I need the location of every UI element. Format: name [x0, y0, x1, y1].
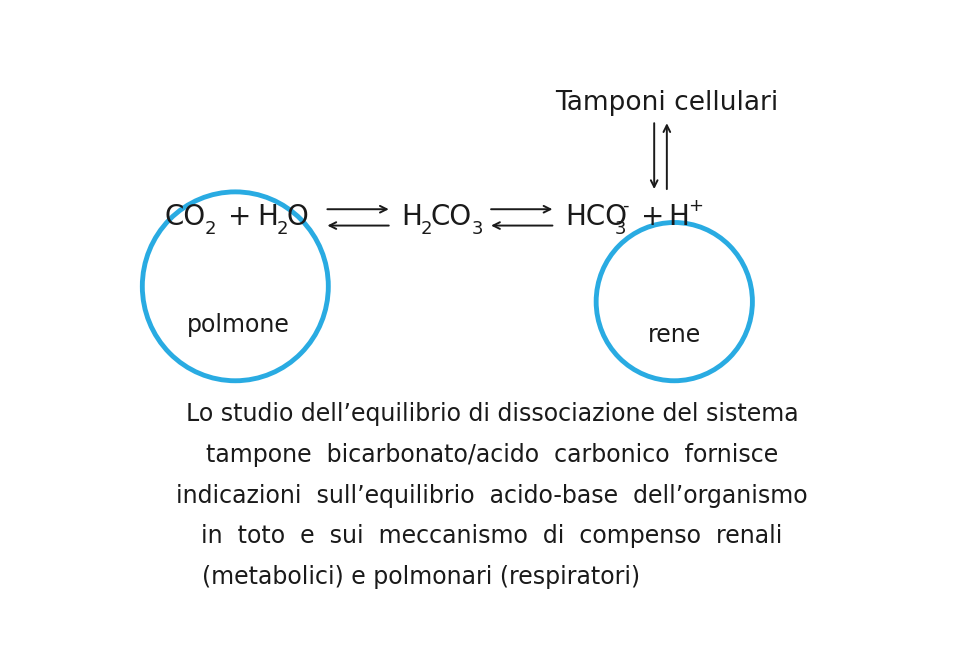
Text: +: + — [641, 204, 664, 231]
Text: +: + — [687, 197, 703, 215]
Text: O: O — [287, 204, 308, 231]
Text: CO: CO — [431, 204, 472, 231]
Text: tampone  bicarbonato/acido  carbonico  fornisce: tampone bicarbonato/acido carbonico forn… — [205, 443, 779, 467]
Text: H: H — [401, 204, 422, 231]
Text: 2: 2 — [277, 219, 289, 237]
Text: rene: rene — [648, 323, 701, 347]
Text: Lo studio dell’equilibrio di dissociazione del sistema: Lo studio dell’equilibrio di dissociazio… — [185, 402, 799, 426]
Text: HCO: HCO — [564, 204, 627, 231]
Text: in  toto  e  sui  meccanismo  di  compenso  renali: in toto e sui meccanismo di compenso ren… — [202, 524, 782, 548]
Text: 2: 2 — [204, 219, 216, 237]
Text: +: + — [228, 204, 252, 231]
Text: H: H — [257, 204, 278, 231]
Text: 3: 3 — [472, 219, 484, 237]
Text: polmone: polmone — [187, 313, 290, 337]
Text: H: H — [668, 204, 689, 231]
Text: CO: CO — [165, 204, 205, 231]
Text: 2: 2 — [420, 219, 432, 237]
Text: -: - — [622, 197, 629, 215]
Text: 3: 3 — [614, 219, 626, 237]
Text: (metabolici) e polmonari (respiratori): (metabolici) e polmonari (respiratori) — [203, 566, 640, 589]
Text: indicazioni  sull’equilibrio  acido-base  dell’organismo: indicazioni sull’equilibrio acido-base d… — [177, 483, 807, 508]
Text: Tamponi cellulari: Tamponi cellulari — [555, 90, 779, 115]
